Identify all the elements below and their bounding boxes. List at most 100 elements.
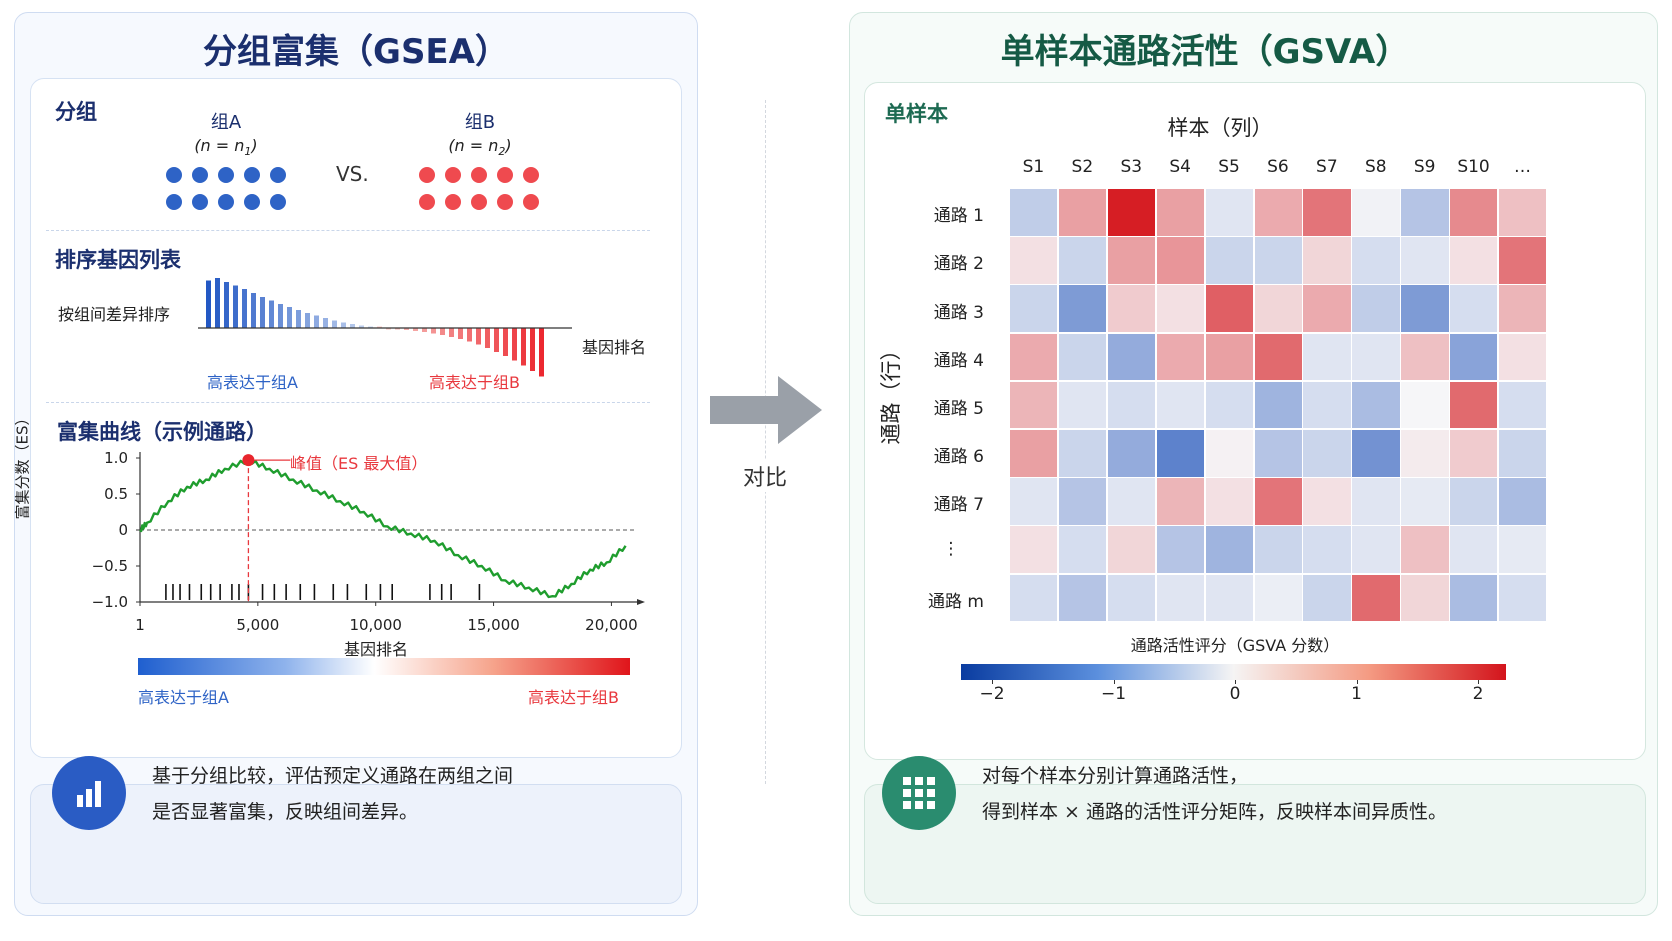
- ranked-gene-bar: [413, 328, 418, 331]
- ranked-gene-bar: [440, 328, 445, 335]
- ranked-gene-bar: [251, 293, 256, 328]
- group-b-sample-dot: [419, 167, 435, 183]
- ranked-gene-bar: [242, 289, 247, 328]
- rank-label: 基因排名: [582, 338, 647, 357]
- ranked-gene-bar: [341, 322, 346, 328]
- sample-column-label: S10: [1457, 157, 1490, 177]
- ranked-gene-bar: [395, 328, 400, 330]
- heatmap-cell: [1057, 573, 1108, 623]
- heatmap-cell: [1106, 284, 1157, 334]
- heatmap-cell: [1204, 380, 1254, 430]
- group-b-sample-dot: [445, 194, 461, 210]
- heatmap-cell: [1106, 332, 1157, 382]
- heatmap-cell: [1009, 477, 1059, 526]
- heatmap-cell: [1106, 525, 1157, 575]
- heatmap-cell: [1106, 236, 1157, 285]
- heatmap-cell: [1155, 188, 1206, 237]
- group-a-sample-dot: [192, 167, 208, 183]
- pathway-row-label: 通路 6: [933, 447, 984, 468]
- y-tick-label: −0.5: [92, 557, 128, 575]
- heatmap-cell: [1253, 573, 1303, 623]
- ranked-gene-bar: [539, 328, 544, 377]
- enrichment-curve-chart: 1.00.50−0.5−1.01 5,000 10,000 15,000 20,000: [92, 449, 645, 634]
- ranked-gene-bar: [305, 313, 310, 328]
- ranked-gene-bar: [278, 304, 283, 328]
- colorbar-tick: [1356, 680, 1358, 684]
- heatmap-cell: [1351, 573, 1401, 623]
- sample-column-label: S6: [1267, 157, 1289, 177]
- pathway-row-label: ⋮: [942, 538, 960, 559]
- arrow-right-icon: [710, 376, 822, 444]
- heatmap-cell: [1106, 429, 1157, 478]
- heatmap-cell: [1302, 525, 1352, 575]
- ranked-gene-bar: [530, 328, 535, 371]
- x-tick-label: 10,000: [349, 616, 402, 634]
- pathway-row-label: 通路 7: [933, 495, 984, 516]
- heatmap-cell: [1498, 332, 1548, 382]
- heatmap-cell: [1155, 236, 1206, 285]
- gsva-note-line2: 得到样本 × 通路的活性评分矩阵，反映样本间异质性。: [982, 801, 1448, 823]
- grid-icon: [882, 756, 956, 830]
- peak-label: 峰值（ES 最大值）: [290, 454, 428, 473]
- heatmap-cell: [1302, 332, 1352, 382]
- heatmap-cell: [1106, 380, 1157, 430]
- sample-column-label: …: [1513, 157, 1531, 177]
- heatmap-cell: [1449, 380, 1499, 430]
- heatmap-cell: [1057, 525, 1108, 575]
- x-tick-label: 5,000: [236, 616, 279, 634]
- ranked-gene-bar: [332, 320, 337, 328]
- pathway-row-label: 通路 2: [933, 254, 984, 275]
- group-a-size: (n = n1): [194, 136, 258, 159]
- heatmap-cell: [1106, 477, 1157, 526]
- group-b-label: 组B: [464, 112, 496, 133]
- center-divider: [765, 100, 766, 784]
- gsea-note-line2: 是否显著富集，反映组间差异。: [152, 801, 419, 823]
- group-a-sample-dot: [270, 194, 286, 210]
- group-a-sample-dot: [166, 167, 182, 183]
- heatmap-cell: [1204, 332, 1254, 382]
- sample-column-label: S3: [1120, 157, 1143, 177]
- colorbar-title: 通路活性评分（GSVA 分数）: [1130, 636, 1340, 655]
- heatmap-cell: [1351, 188, 1401, 237]
- y-tick-label: 0: [118, 521, 128, 539]
- heatmap-cell: [1009, 573, 1059, 623]
- heatmap-cell: [1302, 477, 1352, 526]
- sample-column-label: S1: [1022, 157, 1045, 177]
- group-a-sample-dot: [218, 194, 234, 210]
- heatmap-cell: [1253, 380, 1303, 430]
- heatmap-cell: [1449, 332, 1499, 382]
- rank-gradient-bar: [138, 658, 630, 675]
- pathway-row-label: 通路 5: [933, 398, 984, 419]
- heatmap-cell: [1351, 477, 1401, 526]
- ranked-gene-bar: [485, 328, 490, 348]
- heatmap-cell: [1204, 188, 1254, 237]
- heatmap-cell: [1351, 332, 1401, 382]
- heatmap-cell: [1400, 573, 1450, 623]
- heatmap-cell: [1351, 429, 1401, 478]
- heatmap-cell: [1204, 477, 1254, 526]
- heatmap-cell: [1351, 380, 1401, 430]
- group-b-sample-dot: [497, 167, 513, 183]
- heatmap-cell: [1155, 284, 1206, 334]
- group-b-sample-dot: [523, 194, 539, 210]
- heatmap-cell: [1400, 477, 1450, 526]
- es-ylabel: 富集分数（ES）: [13, 410, 32, 520]
- heatmap-cell: [1057, 477, 1108, 526]
- sample-column-label: S8: [1364, 157, 1387, 177]
- ranked-gene-bar: [215, 278, 220, 328]
- peak-point: [242, 454, 255, 467]
- ranked-gene-bar: [467, 328, 472, 342]
- x-tick-label: 15,000: [467, 616, 520, 634]
- ranked-gene-bar: [476, 328, 481, 345]
- heatmap-cell: [1449, 236, 1499, 285]
- ranked-gene-bar: [359, 325, 364, 328]
- group-a-sample-dot: [244, 194, 260, 210]
- heatmap-cell: [1057, 284, 1108, 334]
- heatmap-cell: [1498, 429, 1548, 478]
- ranked-gene-bar: [368, 326, 373, 328]
- heatmap-cell: [1253, 477, 1303, 526]
- sample-column-label: S2: [1071, 157, 1094, 177]
- divider-2: [46, 402, 650, 403]
- grouping-section-title: 分组: [55, 100, 97, 124]
- heatmap-cell: [1302, 236, 1352, 285]
